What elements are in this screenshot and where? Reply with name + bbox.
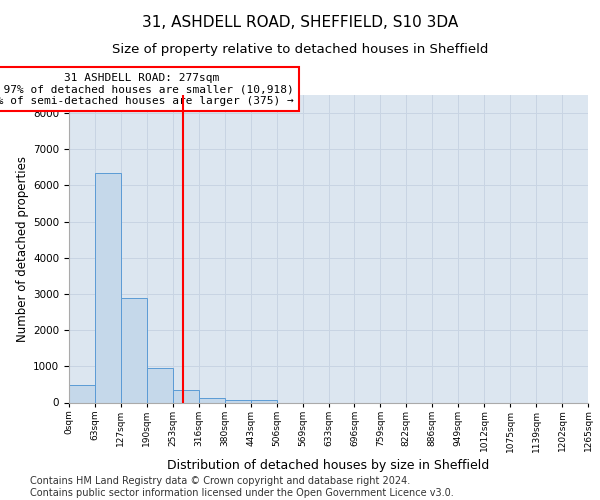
Bar	[95, 173, 121, 402]
Bar	[69, 385, 95, 402]
Bar	[199, 398, 224, 402]
Text: 31 ASHDELL ROAD: 277sqm
← 97% of detached houses are smaller (10,918)
3% of semi: 31 ASHDELL ROAD: 277sqm ← 97% of detache…	[0, 72, 293, 106]
Bar	[173, 390, 199, 402]
Bar	[147, 368, 173, 402]
Text: Contains HM Land Registry data © Crown copyright and database right 2024.
Contai: Contains HM Land Registry data © Crown c…	[30, 476, 454, 498]
Bar	[121, 298, 147, 403]
Bar	[251, 400, 277, 402]
Text: Size of property relative to detached houses in Sheffield: Size of property relative to detached ho…	[112, 42, 488, 56]
X-axis label: Distribution of detached houses by size in Sheffield: Distribution of detached houses by size …	[167, 458, 490, 471]
Y-axis label: Number of detached properties: Number of detached properties	[16, 156, 29, 342]
Text: 31, ASHDELL ROAD, SHEFFIELD, S10 3DA: 31, ASHDELL ROAD, SHEFFIELD, S10 3DA	[142, 15, 458, 30]
Bar	[225, 400, 251, 402]
